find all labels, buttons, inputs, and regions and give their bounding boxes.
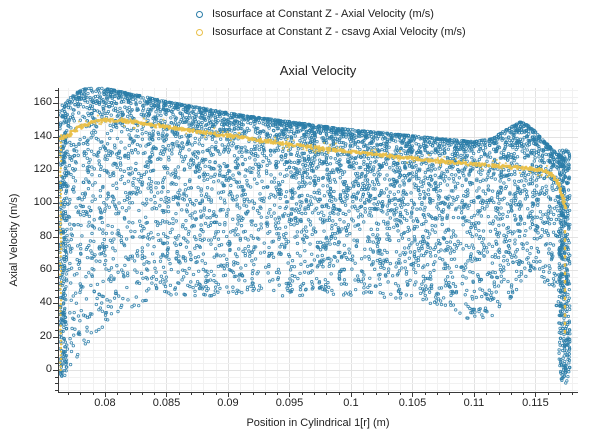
x-tick-label: 0.1	[343, 397, 359, 409]
y-tick-label: 20	[39, 329, 52, 342]
y-tick-label: 120	[33, 163, 52, 175]
x-tick-label: 0.105	[398, 397, 427, 409]
x-tick-label: 0.08	[94, 397, 116, 409]
x-axis-label: Position in Cylindrical 1[r] (m)	[246, 417, 390, 429]
x-tick-label: 0.11	[463, 397, 485, 409]
y-tick-label: 100	[33, 196, 52, 209]
x-tick-label: 0.095	[275, 397, 304, 409]
y-tick-label: 60	[39, 263, 52, 275]
y-tick-label: 80	[39, 229, 52, 242]
y-tick-label: 160	[33, 96, 52, 109]
x-tick-label: 0.085	[152, 397, 181, 409]
y-tick-label: 140	[33, 129, 52, 142]
y-tick-label: 40	[39, 296, 52, 309]
x-tick-label: 0.115	[522, 397, 549, 409]
x-tick-label: 0.09	[217, 397, 239, 409]
y-tick-label: 0	[45, 363, 52, 375]
y-axis-label: Axial Velocity (m/s)	[8, 193, 20, 287]
